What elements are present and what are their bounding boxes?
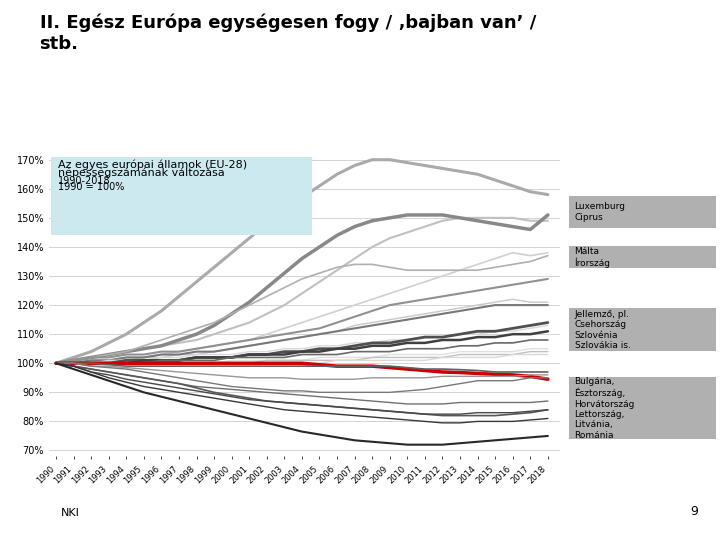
Text: II. Egész Európa egységesen fogy / ‚bajban van’ /: II. Egész Európa egységesen fogy / ‚bajb… (40, 14, 536, 32)
Text: 1990-2018: 1990-2018 (58, 176, 110, 186)
Text: Jellemző, pl.
Csehország
Szlovénia
Szlovákia is.: Jellemző, pl. Csehország Szlovénia Szlov… (575, 310, 631, 350)
Bar (50, 157, 312, 235)
Text: Luxemburg
Ciprus: Luxemburg Ciprus (575, 202, 626, 222)
Text: Bulgária,
Észtország,
Horvátország
Lettország,
Litvánia,
Románia: Bulgária, Észtország, Horvátország Letto… (575, 377, 635, 440)
Text: stb.: stb. (40, 35, 78, 53)
Text: népességszámának változása: népességszámának változása (58, 167, 225, 178)
Text: 1990 = 100%: 1990 = 100% (58, 182, 124, 192)
Text: Az egyes európai államok (EU-28): Az egyes európai államok (EU-28) (58, 160, 247, 170)
Text: NKI: NKI (61, 508, 80, 518)
Text: Málta
Írország: Málta Írország (575, 247, 611, 268)
Text: 9: 9 (690, 505, 698, 518)
